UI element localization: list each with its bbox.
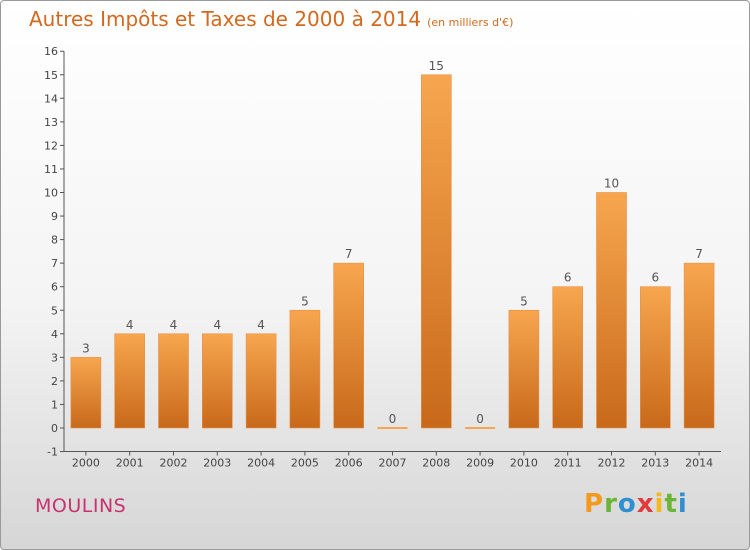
value-label-2011: 6 [564,271,572,285]
x-tick-label-2014: 2014 [685,457,713,470]
proxiti-logo: Proxiti [584,489,688,519]
y-tick-label: 8 [51,234,58,247]
y-tick-label: 0 [51,422,58,435]
chart-title: Autres Impôts et Taxes de 2000 à 2014 (en… [29,7,513,31]
y-tick-label: -1 [47,446,58,459]
value-label-2006: 7 [345,247,353,261]
bar-2010 [508,309,540,429]
bar-2002 [158,333,189,429]
chart-unit: (en milliers d'€) [427,16,514,29]
y-tick-label: 1 [51,398,58,411]
x-tick-label-2012: 2012 [598,457,626,470]
value-label-2012: 10 [604,177,619,191]
value-label-2002: 4 [170,318,178,332]
y-tick-label: 4 [51,328,58,341]
chart-bars: 3 4 4 4 4 5 7 0 15 0 5 6 10 6 7 [70,59,715,429]
x-tick-label-2011: 2011 [554,457,582,470]
x-tick-label-2003: 2003 [203,457,231,470]
y-tick-label: 7 [51,257,58,270]
x-tick-label-2001: 2001 [116,457,144,470]
x-tick-label-2010: 2010 [510,457,538,470]
y-tick-label: 14 [44,92,58,105]
y-tick-label: 15 [44,69,58,82]
bar-2014 [683,262,715,429]
bar-2005 [289,309,321,429]
chart-title-text: Autres Impôts et Taxes de 2000 à 2014 [29,7,422,31]
x-tick-label-2008: 2008 [422,457,450,470]
value-label-2005: 5 [301,294,309,308]
bar-2011 [552,286,584,429]
bar-2008 [420,74,452,429]
y-tick-label: 5 [51,304,58,317]
bar-2004 [245,333,277,429]
y-tick-label: 12 [44,139,58,152]
x-tick-label-2002: 2002 [160,457,188,470]
bar-2000 [70,357,102,429]
value-label-2007: 0 [389,412,397,426]
y-tick-label: 2 [51,375,58,388]
x-tick-label-2007: 2007 [379,457,407,470]
value-label-2003: 4 [213,318,221,332]
value-label-2010: 5 [520,294,528,308]
x-tick-label-2005: 2005 [291,457,319,470]
y-tick-label: 10 [44,187,58,200]
x-tick-label-2004: 2004 [247,457,275,470]
x-tick-label-2013: 2013 [641,457,669,470]
x-tick-label-2000: 2000 [72,457,100,470]
bar-2013 [639,286,671,429]
x-tick-label-2006: 2006 [335,457,363,470]
bar-2003 [202,333,233,429]
y-tick-label: 6 [51,281,58,294]
value-label-2014: 7 [695,247,703,261]
y-tick-label: 9 [51,210,58,223]
value-label-2004: 4 [257,318,265,332]
value-label-2013: 6 [651,271,659,285]
location-name: MOULINS [35,495,127,517]
value-label-2001: 4 [126,318,134,332]
y-tick-label: 13 [44,116,58,129]
y-tick-label: 3 [51,351,58,364]
x-tick-label-2009: 2009 [466,457,494,470]
value-label-2008: 15 [429,59,444,73]
value-label-2009: 0 [476,412,484,426]
bar-2006 [333,262,365,429]
y-tick-label: 16 [44,45,58,58]
bar-2001 [114,333,145,429]
bar-2012 [596,192,627,429]
y-tick-label: 11 [44,163,58,176]
value-label-2000: 3 [82,341,90,355]
